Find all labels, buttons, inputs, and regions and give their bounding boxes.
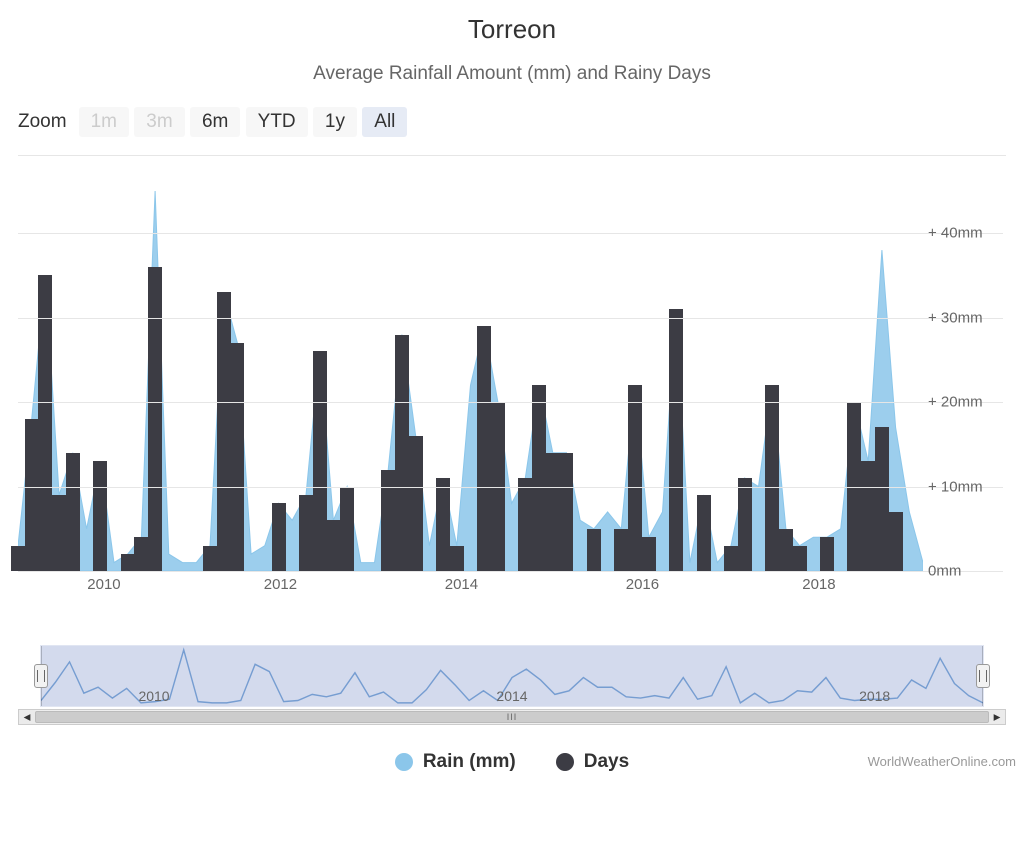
y-tick-label: + 10mm (928, 478, 1008, 495)
zoom-button-all[interactable]: All (362, 107, 407, 137)
days-bar (134, 537, 148, 571)
navigator-scroll-thumb[interactable]: III (35, 711, 989, 723)
y-tick-label: + 30mm (928, 309, 1008, 326)
days-bar (121, 554, 135, 571)
days-bar (340, 487, 354, 571)
days-bar (381, 470, 395, 571)
gridline (18, 233, 1003, 234)
days-bar (724, 546, 738, 571)
x-tick-label: 2016 (626, 576, 659, 593)
navigator-scroll-track[interactable]: III (35, 710, 989, 724)
navigator-x-label: 2018 (859, 688, 890, 704)
days-bar (477, 326, 491, 571)
days-bar (559, 453, 573, 571)
days-bar (11, 546, 25, 571)
x-tick-label: 2018 (802, 576, 835, 593)
days-bar (587, 529, 601, 571)
days-bar (697, 495, 711, 571)
chart-container: Torreon Average Rainfall Amount (mm) and… (0, 0, 1024, 773)
days-bar (326, 520, 340, 571)
days-bar (395, 335, 409, 571)
days-bar (642, 537, 656, 571)
navigator-x-label: 2014 (496, 688, 527, 704)
days-bar (450, 546, 464, 571)
y-tick-label: 0mm (928, 563, 1008, 580)
x-tick-label: 2010 (87, 576, 120, 593)
days-bar (272, 503, 286, 571)
x-tick-label: 2012 (264, 576, 297, 593)
zoom-button-6m[interactable]: 6m (190, 107, 240, 137)
days-bar (25, 419, 39, 571)
days-bar (793, 546, 807, 571)
zoom-button-1y[interactable]: 1y (313, 107, 357, 137)
gridline (18, 487, 1003, 488)
days-bar (738, 478, 752, 571)
days-bar (52, 495, 66, 571)
legend-swatch-days (556, 753, 574, 771)
days-bar (820, 537, 834, 571)
plot-inner: 0mm+ 10mm+ 20mm+ 30mm+ 40mm (18, 191, 923, 571)
navigator-scrollbar[interactable]: ◂ III ▸ (18, 709, 1006, 725)
gridline (18, 402, 1003, 403)
days-bar-series (18, 191, 923, 571)
chart-subtitle: Average Rainfall Amount (mm) and Rainy D… (0, 63, 1024, 85)
zoom-label: Zoom (18, 111, 67, 133)
days-bar (203, 546, 217, 571)
days-bar (313, 351, 327, 571)
x-tick-label: 2014 (445, 576, 478, 593)
days-bar (217, 292, 231, 571)
days-bar (669, 309, 683, 571)
navigator-chart[interactable]: 2010 2014 2018 (40, 645, 984, 707)
y-tick-label: + 20mm (928, 394, 1008, 411)
days-bar (299, 495, 313, 571)
zoom-controls: Zoom 1m 3m 6m YTD 1y All (0, 85, 1024, 145)
zoom-button-ytd[interactable]: YTD (246, 107, 308, 137)
credits-link[interactable]: WorldWeatherOnline.com (868, 754, 1016, 769)
days-bar (875, 427, 889, 571)
days-bar (546, 453, 560, 571)
days-bar (779, 529, 793, 571)
days-bar (230, 343, 244, 571)
days-bar (614, 529, 628, 571)
navigator-scroll-left-button[interactable]: ◂ (19, 710, 35, 724)
days-bar (861, 461, 875, 571)
legend-item-days[interactable]: Days (556, 751, 629, 773)
days-bar (518, 478, 532, 571)
navigator-x-label: 2010 (138, 688, 169, 704)
gridline (18, 318, 1003, 319)
days-bar (436, 478, 450, 571)
days-bar (93, 461, 107, 571)
plot-area: 0mm+ 10mm+ 20mm+ 30mm+ 40mm 201020122014… (18, 155, 1006, 600)
y-tick-label: + 40mm (928, 225, 1008, 242)
gridline (18, 571, 1003, 572)
legend-label-days: Days (584, 751, 629, 773)
navigator-handle-left[interactable] (34, 664, 48, 688)
days-bar (765, 385, 779, 571)
legend-item-rain[interactable]: Rain (mm) (395, 751, 516, 773)
days-bar (628, 385, 642, 571)
days-bar (532, 385, 546, 571)
navigator-handle-right[interactable] (976, 664, 990, 688)
days-bar (148, 267, 162, 571)
days-bar (38, 275, 52, 571)
days-bar (889, 512, 903, 571)
navigator-scroll-right-button[interactable]: ▸ (989, 710, 1005, 724)
days-bar (409, 436, 423, 571)
zoom-button-3m: 3m (134, 107, 184, 137)
zoom-button-1m: 1m (79, 107, 129, 137)
legend-label-rain: Rain (mm) (423, 751, 516, 773)
navigator: 2010 2014 2018 ◂ III ▸ (18, 645, 1006, 725)
x-axis-labels: 2010 2012 2014 2016 2018 (18, 576, 923, 598)
days-bar (66, 453, 80, 571)
chart-title: Torreon (0, 0, 1024, 45)
legend-swatch-rain (395, 753, 413, 771)
